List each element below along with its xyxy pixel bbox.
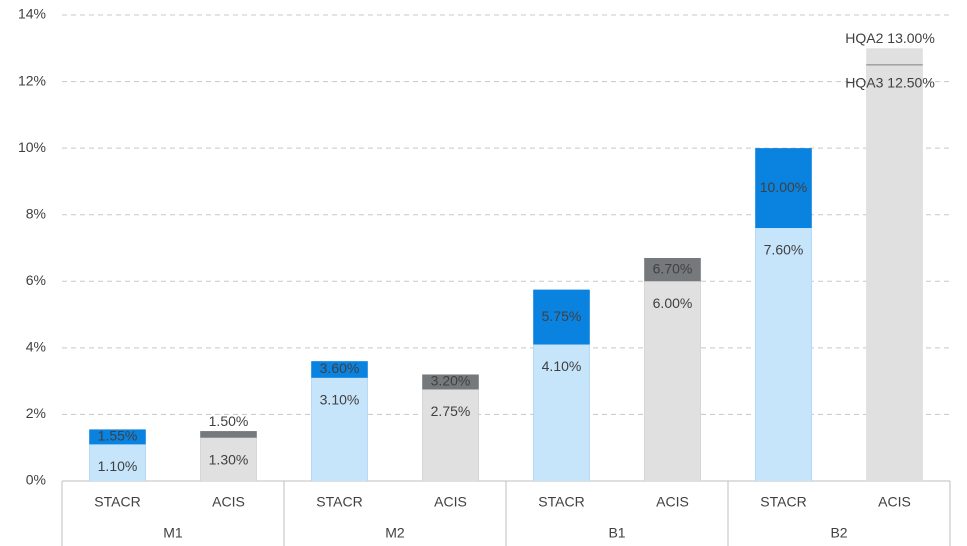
y-tick-label: 14% [18, 6, 46, 22]
value-label: 1.30% [209, 451, 249, 467]
group-label: B2 [830, 525, 847, 541]
y-tick-label: 10% [18, 139, 46, 155]
x-tick-label: STACR [760, 494, 806, 510]
bar [89, 444, 146, 481]
bar [755, 228, 812, 481]
bar [866, 64, 923, 481]
bar [200, 437, 257, 481]
value-label: 5.75% [542, 308, 582, 324]
x-tick-label: STACR [94, 494, 140, 510]
x-tick-label: ACIS [434, 494, 467, 510]
value-label: 1.50% [209, 413, 249, 429]
x-tick-label: STACR [538, 494, 584, 510]
x-tick-label: STACR [316, 494, 362, 510]
value-label: 1.55% [98, 428, 138, 444]
value-label: HQA3 12.50% [845, 75, 935, 91]
bar [311, 377, 368, 481]
y-tick-label: 0% [26, 472, 46, 488]
value-label: 10.00% [760, 179, 807, 195]
value-label: 6.70% [653, 260, 693, 276]
y-tick-label: 12% [18, 72, 46, 88]
value-label: 1.10% [98, 458, 138, 474]
y-tick-label: 6% [26, 272, 46, 288]
bar [533, 344, 590, 481]
x-tick-label: ACIS [656, 494, 689, 510]
group-label: B1 [608, 525, 625, 541]
y-tick-label: 8% [26, 205, 46, 221]
x-tick-label: ACIS [878, 494, 911, 510]
value-label: 4.10% [542, 358, 582, 374]
group-label: M1 [163, 525, 183, 541]
x-tick-label: ACIS [212, 494, 245, 510]
value-label: 3.60% [320, 360, 360, 376]
value-label: 2.75% [431, 403, 471, 419]
value-label: HQA2 13.00% [845, 30, 935, 46]
group-label: M2 [385, 525, 405, 541]
value-label: 6.00% [653, 295, 693, 311]
value-label: 3.10% [320, 392, 360, 408]
value-label: 3.20% [431, 373, 471, 389]
bar [644, 281, 701, 481]
value-label: 7.60% [764, 242, 804, 258]
bar [422, 389, 479, 481]
y-tick-label: 4% [26, 339, 46, 355]
y-tick-label: 2% [26, 405, 46, 421]
